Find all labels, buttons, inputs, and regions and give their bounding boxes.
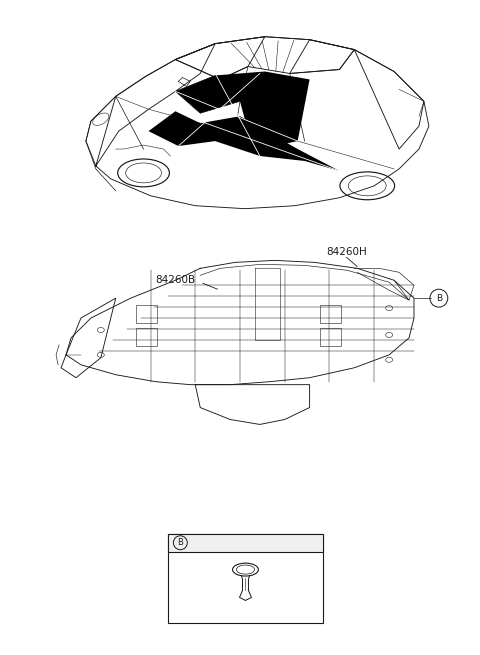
Polygon shape (148, 111, 339, 171)
Bar (136, 305, 157, 323)
Text: 84260B: 84260B (155, 275, 195, 286)
Bar (320, 328, 341, 346)
Bar (168, 534, 323, 552)
Text: B: B (436, 293, 442, 303)
Bar (168, 534, 323, 624)
Bar (136, 328, 157, 346)
Text: 85319D: 85319D (193, 538, 234, 548)
Bar (320, 305, 341, 323)
Text: 84260H: 84260H (326, 248, 367, 257)
Polygon shape (175, 71, 310, 149)
Text: B: B (178, 538, 183, 547)
